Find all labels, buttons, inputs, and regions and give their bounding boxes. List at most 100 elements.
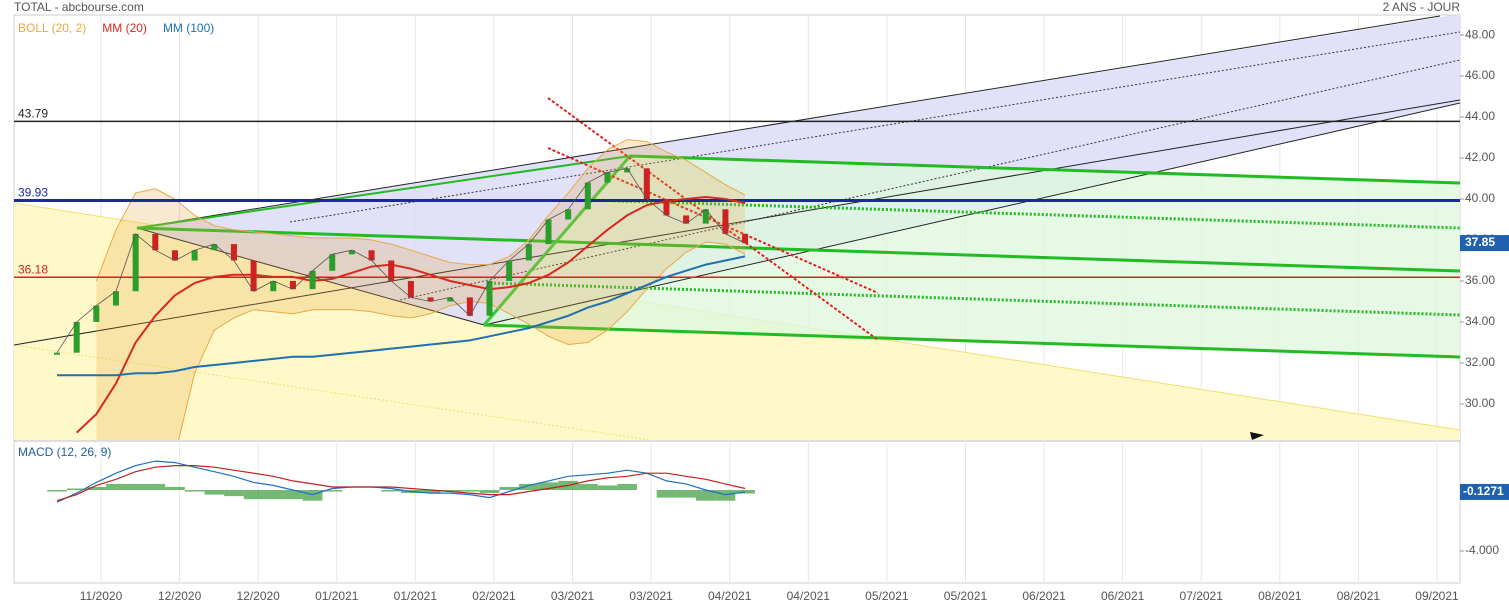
price-candle (309, 270, 316, 290)
macd-histogram (145, 483, 166, 491)
y-tick-label: 34.00 (1465, 314, 1495, 328)
x-tick-label: 01/2021 (394, 589, 438, 603)
price-candle (93, 305, 100, 322)
fan-line (482, 155, 632, 326)
macd-histogram (204, 490, 225, 495)
macd-histogram (106, 483, 126, 491)
level-label: 43.79 (18, 107, 48, 121)
macd-histogram (440, 490, 461, 492)
macd-histogram (479, 490, 500, 494)
macd-value-box (1460, 483, 1509, 500)
macd-histogram (184, 490, 205, 492)
bollinger-upper (95, 139, 746, 282)
macd-histogram (322, 490, 343, 492)
y-tick-label: 32.00 (1465, 355, 1495, 369)
fan-dotted (489, 281, 1460, 317)
legend-entry: MM (100) (163, 21, 214, 35)
macd-histogram (86, 486, 107, 491)
x-tick-label: 03/2021 (629, 589, 673, 603)
macd-data (47, 460, 755, 503)
macd-histogram (676, 490, 696, 498)
price-candle (624, 168, 631, 173)
fan-line (629, 154, 1460, 185)
pitchfork-line (14, 99, 1460, 346)
macd-histogram (735, 490, 755, 494)
macd-histogram (47, 490, 67, 492)
x-tick-label: 08/2021 (1258, 589, 1302, 603)
macd-histogram (460, 490, 480, 492)
x-tick-label: 06/2021 (1101, 589, 1145, 603)
price-candle (604, 172, 611, 183)
macd-histogram (125, 483, 146, 491)
last-price-box (1460, 235, 1509, 252)
price-line (56, 167, 746, 353)
x-tick-label: 05/2021 (865, 589, 909, 603)
price-candle (702, 209, 709, 224)
price-candle (171, 250, 178, 261)
macd-histogram (66, 488, 87, 491)
pitchfork-dotted (399, 59, 1460, 301)
price-candle (73, 321, 80, 353)
y-tick-label: 40.00 (1465, 191, 1495, 205)
macd-histogram (302, 490, 323, 501)
macd-histogram (263, 490, 284, 500)
level-label: 39.93 (18, 186, 48, 200)
price-candle (270, 280, 277, 292)
page-title: TOTAL - abcbourse.com (14, 0, 144, 14)
price-candle (565, 209, 572, 220)
macd-histogram (715, 490, 736, 501)
macd-histogram (597, 485, 618, 491)
x-tick-label: 12/2020 (158, 589, 202, 603)
fan-line (136, 155, 631, 229)
x-tick-label: 04/2021 (708, 589, 752, 603)
macd-line (56, 465, 746, 502)
bollinger-lower (178, 241, 746, 440)
x-tick-label: 11/2020 (80, 589, 123, 603)
macd-histogram (695, 490, 716, 501)
price-candle (427, 297, 434, 302)
macd-title: MACD (12, 26, 9) (18, 445, 111, 459)
price-candle (486, 280, 493, 316)
yellow-dotted (14, 344, 651, 440)
price-candle (584, 182, 591, 210)
macd-histogram (656, 490, 677, 498)
fan-dotted (589, 198, 1460, 230)
price-candle (211, 244, 218, 251)
price-candle (250, 260, 257, 292)
macd-histogram (538, 482, 559, 491)
legend-entry: MM (20) (102, 21, 147, 35)
price-candle (388, 260, 395, 281)
arrow (1250, 432, 1264, 440)
macd-histogram (243, 490, 264, 500)
macd-histogram (519, 483, 539, 491)
pitchfork-dotted (289, 31, 1460, 223)
bollinger-fill (96, 139, 746, 440)
price-candle (722, 209, 729, 234)
level-label: 36.18 (18, 262, 48, 276)
macd-line (56, 460, 746, 503)
price-candle (368, 250, 375, 261)
x-tick-label: 03/2021 (551, 589, 595, 603)
y-tick-label: 46.00 (1465, 68, 1495, 82)
x-tick-label: 02/2021 (472, 589, 516, 603)
moving-average (57, 255, 746, 377)
fan-line (136, 226, 1460, 273)
x-tick-label: 07/2021 (1180, 589, 1224, 603)
price-candle (54, 352, 60, 355)
price-candle (348, 250, 355, 255)
price-candle (525, 244, 532, 261)
price-candle (152, 233, 159, 251)
x-tick-label: 09/2021 (1415, 589, 1459, 603)
macd-histogram (499, 486, 520, 491)
period: 2 ANS - JOUR (1383, 0, 1461, 14)
legend-entry: BOLL (20, 2) (18, 21, 86, 35)
x-tick-label: 04/2021 (787, 589, 831, 603)
main-data (14, 120, 1460, 440)
price-candle (112, 291, 119, 306)
price-candle (506, 260, 513, 281)
macd-value-label: -0.1271 (1463, 484, 1504, 498)
price-candle (230, 244, 237, 261)
macd-histogram (224, 490, 244, 497)
x-tick-label: 12/2020 (236, 589, 280, 603)
